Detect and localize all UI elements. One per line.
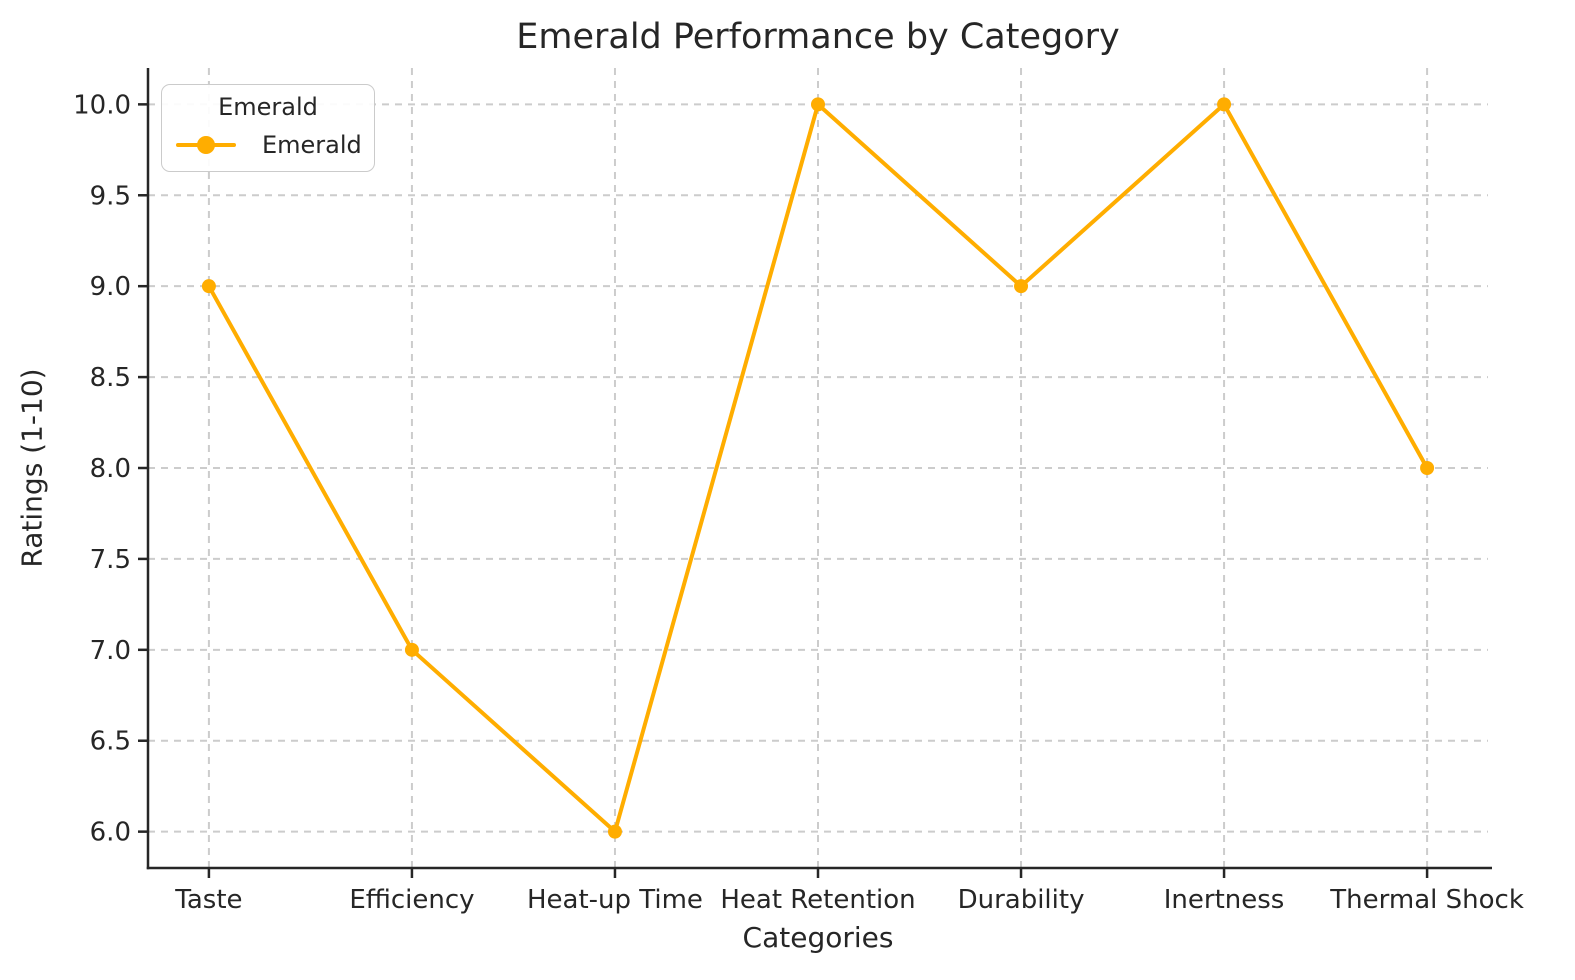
y-tick-label: 7.0 <box>90 636 131 666</box>
y-tick-label: 9.5 <box>90 181 131 211</box>
y-tick-label: 8.0 <box>90 454 131 484</box>
y-tick-label: 6.0 <box>90 818 131 848</box>
y-axis-label: Ratings (1-10) <box>15 368 49 568</box>
x-category-label-taste: Taste <box>174 885 242 915</box>
x-category-label-durability: Durability <box>958 885 1085 915</box>
data-point-taste <box>201 279 216 294</box>
y-tick-label: 7.5 <box>90 545 131 575</box>
chart-title: Emerald Performance by Category <box>516 17 1120 57</box>
x-category-label-inertness: Inertness <box>1164 885 1285 915</box>
legend-entry-label: Emerald <box>262 131 362 159</box>
legend-entry-emerald: Emerald <box>172 131 364 159</box>
legend-title: Emerald <box>218 93 318 121</box>
x-category-label-thermal-shock: Thermal Shock <box>1329 885 1524 915</box>
data-point-heat-up-time <box>607 824 622 839</box>
data-point-heat-retention <box>811 97 825 112</box>
y-tick-label: 10.0 <box>73 90 131 120</box>
legend: Emerald Emerald <box>161 84 375 172</box>
legend-marker-dot <box>197 136 215 154</box>
x-category-label-heat-up-time: Heat-up Time <box>527 885 703 915</box>
data-point-thermal-shock <box>1420 461 1435 475</box>
data-point-efficiency <box>404 642 419 657</box>
x-category-label-efficiency: Efficiency <box>349 885 474 915</box>
y-tick-label: 9.0 <box>90 272 131 302</box>
data-point-inertness <box>1217 97 1232 112</box>
x-category-label-heat-retention: Heat Retention <box>720 885 915 915</box>
data-point-durability <box>1014 279 1029 294</box>
x-axis-label: Categories <box>742 921 894 954</box>
legend-line-sample <box>176 136 236 154</box>
y-tick-label: 6.5 <box>90 727 131 757</box>
y-tick-label: 8.5 <box>90 363 131 393</box>
